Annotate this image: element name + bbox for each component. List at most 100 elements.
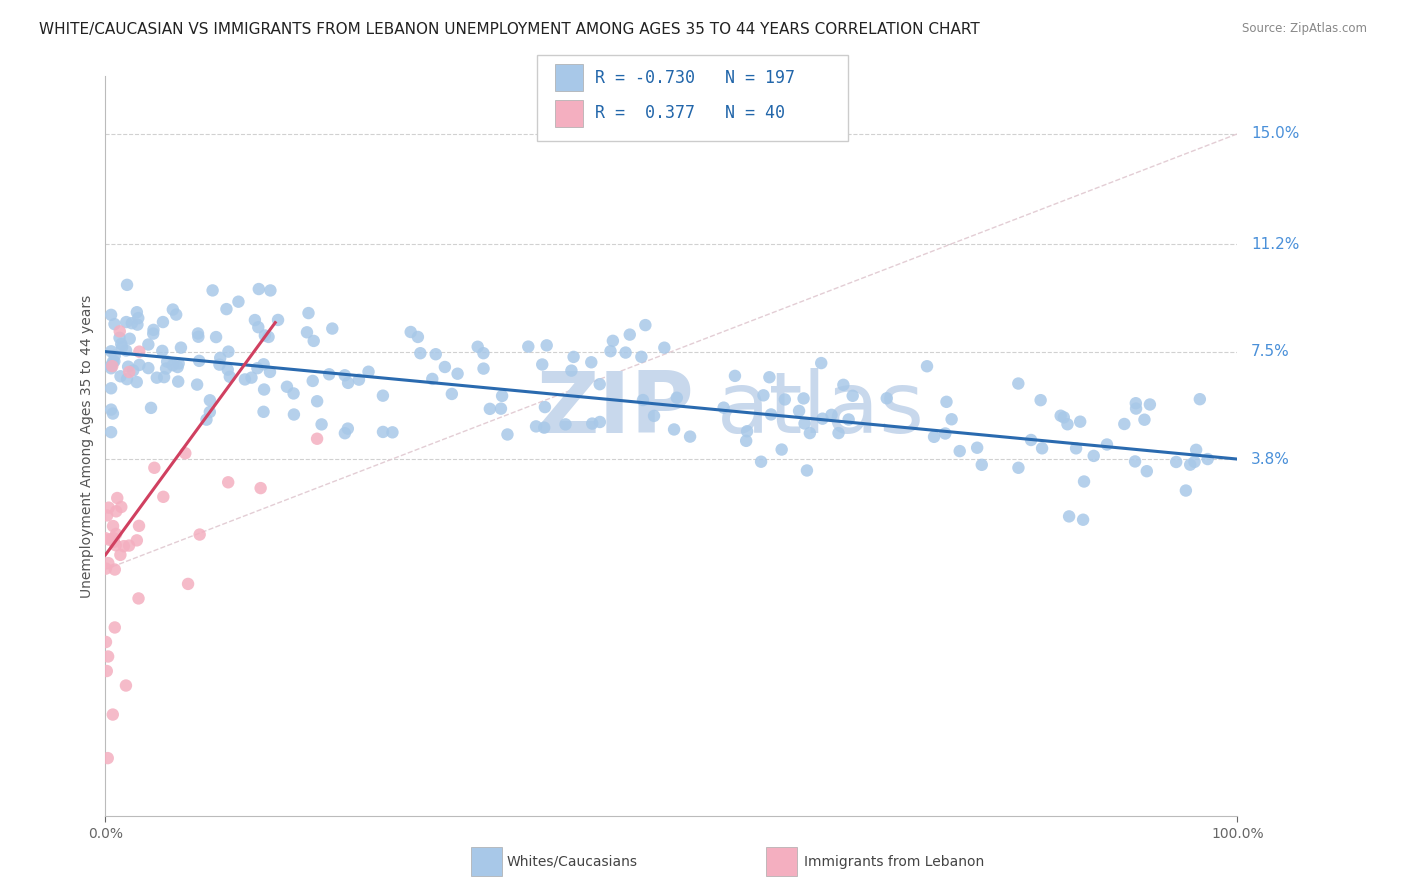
Point <box>166 359 188 374</box>
Y-axis label: Unemployment Among Ages 35 to 44 years: Unemployment Among Ages 35 to 44 years <box>80 294 94 598</box>
Point <box>146 370 169 384</box>
Point <box>167 357 190 371</box>
Text: WHITE/CAUCASIAN VS IMMIGRANTS FROM LEBANON UNEMPLOYMENT AMONG AGES 35 TO 44 YEAR: WHITE/CAUCASIAN VS IMMIGRANTS FROM LEBAN… <box>39 22 980 37</box>
Point <box>195 412 218 426</box>
Point <box>252 405 274 419</box>
Point <box>1007 460 1029 475</box>
Point <box>125 375 148 389</box>
Point <box>117 359 139 374</box>
Point <box>104 349 127 363</box>
Point <box>841 389 863 403</box>
Point <box>94 635 117 649</box>
Point <box>347 373 370 387</box>
Point <box>321 321 343 335</box>
Point <box>110 337 132 351</box>
Point <box>143 460 166 475</box>
Point <box>420 372 443 386</box>
Point <box>125 305 148 319</box>
Text: Whites/Caucasians: Whites/Caucasians <box>506 855 637 869</box>
Point <box>517 340 540 354</box>
Point <box>614 345 637 359</box>
Point <box>121 316 143 330</box>
Point <box>838 412 860 426</box>
Point <box>162 358 184 372</box>
Point <box>142 326 165 341</box>
Text: 15.0%: 15.0% <box>1251 127 1299 142</box>
Point <box>1125 396 1147 410</box>
Point <box>103 534 125 549</box>
Point <box>472 361 495 376</box>
Point <box>406 330 429 344</box>
Point <box>103 531 125 545</box>
Point <box>188 527 211 541</box>
Point <box>589 415 612 429</box>
Point <box>811 411 834 425</box>
Point <box>827 426 849 441</box>
Point <box>115 343 138 358</box>
Point <box>253 328 276 343</box>
Point <box>631 392 654 407</box>
Point <box>115 315 138 329</box>
Point <box>94 531 117 545</box>
Point <box>240 370 263 384</box>
Point <box>496 427 519 442</box>
Point <box>98 533 121 547</box>
Point <box>165 308 187 322</box>
Point <box>1123 454 1146 468</box>
Point <box>267 313 290 327</box>
Point <box>198 393 221 408</box>
Point <box>217 362 239 376</box>
Point <box>749 455 772 469</box>
Point <box>253 383 276 397</box>
Point <box>560 364 582 378</box>
Point <box>104 538 127 552</box>
Point <box>915 359 938 374</box>
Point <box>105 504 128 518</box>
Point <box>101 355 124 369</box>
Point <box>96 664 118 678</box>
Point <box>103 317 125 331</box>
Point <box>1185 442 1208 457</box>
Point <box>589 377 612 392</box>
Point <box>399 325 422 339</box>
Point <box>112 539 135 553</box>
Point <box>1188 392 1211 407</box>
Point <box>208 358 231 372</box>
Point <box>409 346 432 360</box>
Point <box>810 356 832 370</box>
Point <box>1064 442 1087 456</box>
Point <box>122 363 145 377</box>
Point <box>634 318 657 332</box>
Point <box>218 369 240 384</box>
Point <box>297 306 319 320</box>
Point <box>198 405 221 419</box>
Point <box>679 429 702 443</box>
Point <box>104 562 127 576</box>
Point <box>1007 376 1029 391</box>
Point <box>125 533 148 548</box>
Point <box>770 442 793 457</box>
Point <box>243 313 266 327</box>
Point <box>139 401 162 415</box>
Point <box>1073 475 1095 489</box>
Point <box>100 359 122 373</box>
Point <box>301 374 323 388</box>
Point <box>1057 509 1080 524</box>
Point <box>128 519 150 533</box>
Text: Immigrants from Lebanon: Immigrants from Lebanon <box>804 855 984 869</box>
Point <box>970 458 993 472</box>
Point <box>249 481 271 495</box>
Point <box>110 369 132 384</box>
Point <box>138 361 160 376</box>
Point <box>1136 464 1159 478</box>
Point <box>758 370 780 384</box>
Point <box>1071 513 1094 527</box>
Point <box>619 327 641 342</box>
Point <box>209 351 232 365</box>
Point <box>128 358 150 372</box>
Point <box>110 500 132 514</box>
Point <box>276 380 298 394</box>
Point <box>773 392 796 407</box>
Point <box>876 392 898 406</box>
Point <box>253 357 276 371</box>
